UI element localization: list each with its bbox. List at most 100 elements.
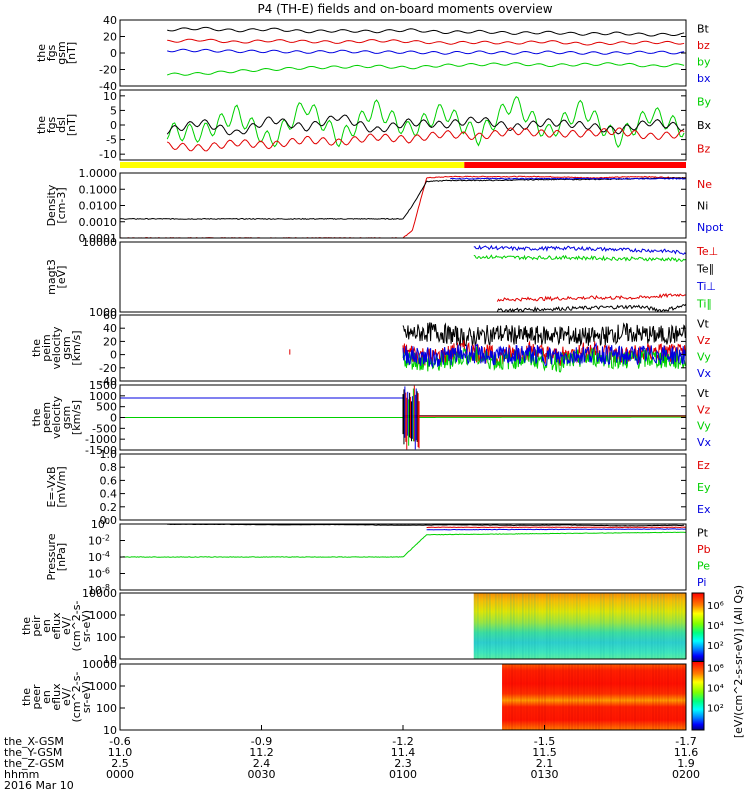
spectrogram-fill — [502, 664, 686, 730]
y-tick-label: 1.0000 — [79, 167, 118, 180]
y-axis-label: Pressure — [45, 533, 58, 580]
legend-pe: Pe — [697, 559, 710, 572]
y-axis-label: gsm — [55, 41, 68, 64]
panel-density: 0.0001 0.0010 0.0100 0.1000 1.0000 Density[cm… — [45, 167, 724, 245]
legend-pt: Pt — [697, 526, 709, 539]
x-tick-label: 11.2 — [249, 746, 274, 759]
velocity-burst — [402, 385, 420, 450]
series-ni — [120, 177, 686, 220]
x-row-label-the-y-gsm: the_Y-GSM — [4, 746, 62, 759]
x-tick-label: 2.1 — [536, 757, 554, 770]
y-tick-label: 1.0 — [100, 448, 118, 461]
y-tick-label: 0.2 — [100, 501, 118, 514]
y-tick-label: -40 — [99, 80, 117, 93]
series-ne — [120, 175, 686, 238]
y-tick-label: 10 — [103, 90, 117, 103]
orbit-bar-right — [464, 162, 686, 168]
y-axis-label: eV/ — [60, 688, 73, 706]
series-bx — [167, 48, 685, 55]
colorbar-tick: 10² — [707, 704, 724, 715]
x-tick-label: 2.5 — [111, 757, 129, 770]
x-row-label-hhmm: hhmm — [4, 768, 39, 781]
y-axis-label: fgs — [45, 116, 58, 133]
y-axis-label: fgs — [45, 44, 58, 61]
y-tick-label: 10-6 — [88, 567, 110, 581]
legend-bz: bz — [697, 39, 710, 52]
y-axis-label: velocity — [50, 396, 63, 439]
y-axis-label: peim — [40, 334, 53, 362]
legend-by: by — [697, 55, 711, 68]
series-ti — [473, 254, 686, 263]
y-axis-label: dsl — [55, 117, 68, 133]
legend-bx: bx — [697, 72, 711, 85]
legend-vy: Vy — [697, 420, 711, 433]
y-axis-label: Density — [45, 184, 58, 226]
y-tick-label: 40 — [103, 14, 117, 27]
y-axis-label: E=-VxB — [45, 466, 58, 507]
y-tick-label: -1000 — [85, 433, 117, 446]
orbit-bar — [120, 162, 686, 168]
legend-pb: Pb — [697, 543, 711, 556]
y-tick-label: 0 — [110, 412, 117, 425]
y-axis-label: [cm-3] — [55, 187, 68, 223]
y-tick-label: 0.4 — [100, 488, 118, 501]
y-tick-label: 1500 — [89, 379, 117, 392]
colorbar-top — [691, 592, 705, 662]
y-axis-label: [nT] — [65, 114, 78, 136]
y-tick-label: 5 — [110, 104, 117, 117]
legend-vz: Vz — [697, 334, 711, 347]
panel-temperature: 1000 10000 magt3[eV] Te⊥ Te∥ Ti⊥ Ti∥ — [45, 236, 718, 319]
series-by — [166, 95, 685, 148]
x-tick-label: -1.2 — [392, 735, 413, 748]
series-vx — [402, 342, 686, 369]
y-axis-label: (cm^2-s- — [70, 672, 83, 723]
panel-frame — [119, 592, 687, 660]
panel-frame — [119, 453, 687, 521]
y-axis-label: peer — [30, 684, 43, 710]
x-row-label-the-z-gsm: the_Z-GSM — [4, 757, 64, 770]
colorbar-tick: 10⁶ — [707, 664, 724, 675]
legend-bz: Bz — [697, 142, 711, 155]
plot-lines — [473, 244, 686, 312]
y-tick-label: 1000 — [89, 306, 117, 319]
x-tick-label: 0200 — [672, 768, 700, 781]
series-vt — [402, 322, 686, 348]
y-tick-label: 60 — [103, 309, 117, 322]
y-tick-label: 1000 — [89, 609, 117, 622]
y-tick-label: 10000 — [82, 658, 117, 671]
y-tick-label: 20 — [103, 31, 117, 44]
y-axis-label: eflux — [50, 683, 63, 711]
legend-pi: Pi — [697, 576, 706, 589]
x-tick-label: 0030 — [248, 768, 276, 781]
plot-lines — [289, 322, 686, 373]
y-tick-label: 0.0010 — [79, 216, 118, 229]
legend-ni: Ni — [697, 200, 708, 213]
y-axis-label: [nPa] — [55, 543, 68, 571]
y-tick-label: 100 — [91, 517, 110, 531]
legend-vt: Vt — [697, 317, 710, 330]
x-tick-label: -1.5 — [534, 735, 555, 748]
spectrogram-fill — [473, 593, 686, 659]
y-tick-label: -5 — [106, 134, 117, 147]
y-tick-label: 10-4 — [88, 550, 110, 564]
y-tick-label: 0.0100 — [79, 200, 118, 213]
legend-vt: Vt — [697, 387, 710, 400]
y-axis-label: gsm — [60, 406, 73, 429]
legend-npot: Npot — [697, 221, 724, 234]
y-tick-label: 1000 — [89, 680, 117, 693]
y-tick-label: -1500 — [85, 444, 117, 457]
x-tick-label: 11.6 — [674, 746, 699, 759]
y-tick-label: 10-2 — [88, 534, 110, 548]
legend-vy: Vy — [697, 350, 711, 363]
y-tick-label: 0.0001 — [79, 232, 118, 245]
y-tick-label: 10000 — [82, 587, 117, 600]
spectrogram-image — [473, 593, 686, 659]
panel-peer_spectrogram: 10 100 1000 10000 thepeerenefluxeV/(cm^2-s-s… — [20, 658, 687, 737]
y-tick-label: 100 — [96, 702, 117, 715]
panel-peir_spectrogram: 10 100 1000 10000 thepeirenefluxeV/(cm^2-s-s… — [20, 587, 687, 666]
x-tick-label: 11.5 — [532, 746, 557, 759]
plot-lines — [166, 95, 685, 152]
